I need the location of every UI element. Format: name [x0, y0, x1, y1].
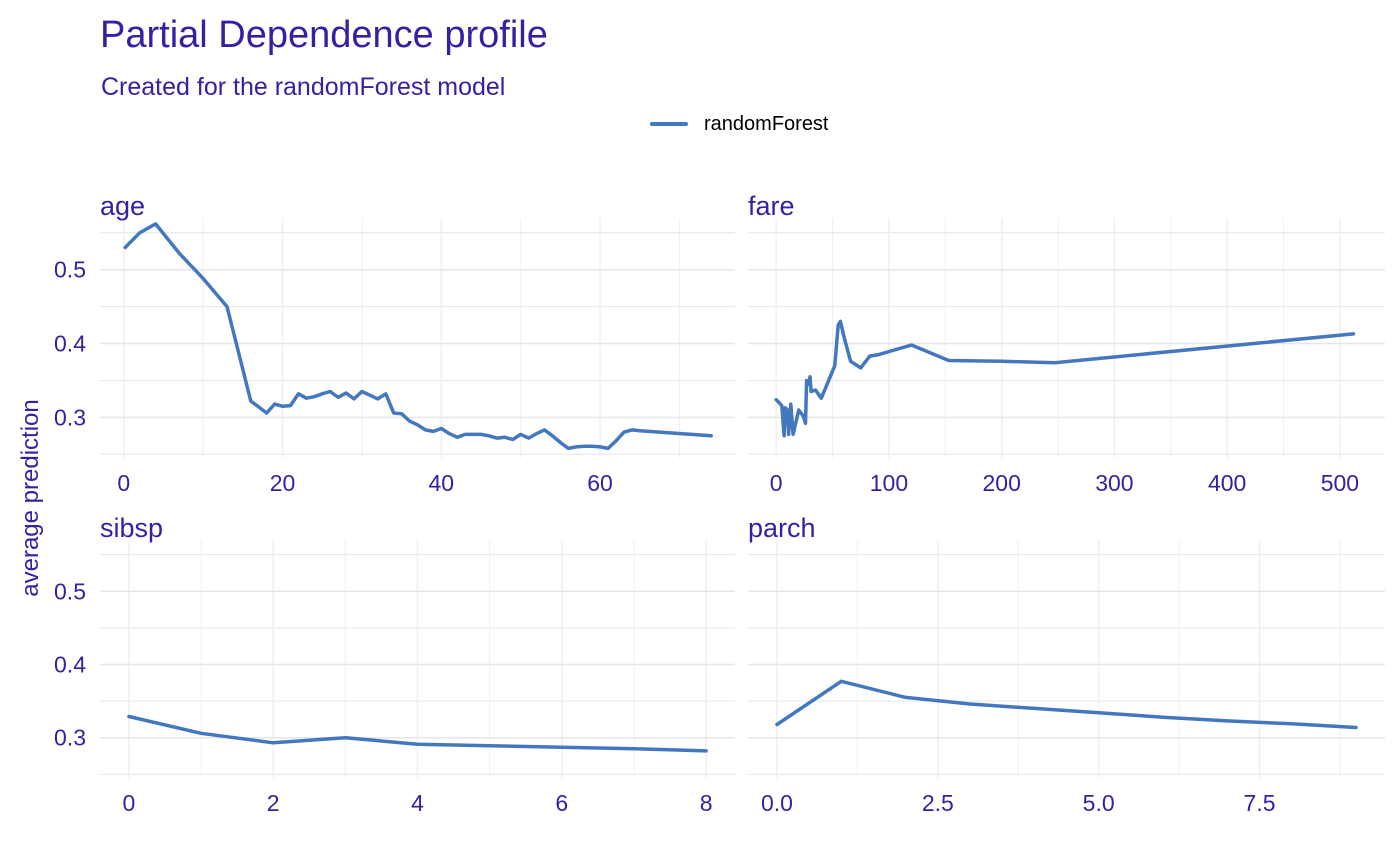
y-tick-label: 0.3 — [54, 725, 86, 751]
x-tick-label: 7.5 — [1244, 790, 1276, 816]
x-tick-label: 6 — [555, 790, 568, 816]
y-tick-label: 0.5 — [54, 578, 86, 604]
chart-title: Partial Dependence profile — [100, 14, 548, 56]
x-tick-label: 5.0 — [1083, 790, 1115, 816]
y-tick-label: 0.4 — [54, 651, 86, 677]
series-line-fare — [774, 319, 1356, 438]
x-tick-label: 400 — [1208, 470, 1246, 496]
legend-line-key — [650, 122, 688, 126]
x-tick-label: 0 — [117, 470, 130, 496]
x-tick-label: 100 — [870, 470, 908, 496]
x-tick-label: 2.5 — [922, 790, 954, 816]
x-tick-label: 40 — [429, 470, 455, 496]
y-tick-label: 0.5 — [54, 257, 86, 283]
panel-fare: fare 0 100 200 300 400 500 — [748, 191, 1385, 496]
series-line-parch — [775, 679, 1358, 730]
x-tick-label: 200 — [982, 470, 1020, 496]
panel-title-fare: fare — [748, 191, 795, 221]
y-tick-label: 0.3 — [54, 404, 86, 430]
panel-title-parch: parch — [748, 513, 816, 543]
series-line-age — [123, 222, 713, 451]
x-tick-label: 0.0 — [761, 790, 793, 816]
panel-title-sibsp: sibsp — [100, 513, 163, 543]
panel-age: age 0 20 40 60 0.3 0.4 0.5 — [54, 191, 735, 496]
x-tick-label: 60 — [587, 470, 613, 496]
panel-title-age: age — [100, 191, 145, 221]
x-tick-label: 8 — [700, 790, 713, 816]
panel-sibsp: sibsp 0 2 4 6 8 0.3 0.4 0.5 — [54, 513, 735, 816]
legend: randomForest — [650, 110, 829, 138]
x-tick-label: 0 — [122, 790, 135, 816]
y-axis-label: average prediction — [17, 399, 44, 596]
x-tick-label: 2 — [267, 790, 280, 816]
x-tick-label: 4 — [411, 790, 424, 816]
x-tick-label: 0 — [770, 470, 783, 496]
x-tick-label: 20 — [270, 470, 296, 496]
chart-subtitle: Created for the randomForest model — [101, 73, 506, 101]
legend-label: randomForest — [704, 112, 829, 135]
y-tick-label: 0.4 — [54, 331, 86, 357]
x-tick-label: 500 — [1321, 470, 1359, 496]
x-tick-label: 300 — [1095, 470, 1133, 496]
series-line-sibsp — [127, 714, 708, 753]
panel-parch: parch 0.0 2.5 5.0 7.5 — [748, 513, 1385, 816]
